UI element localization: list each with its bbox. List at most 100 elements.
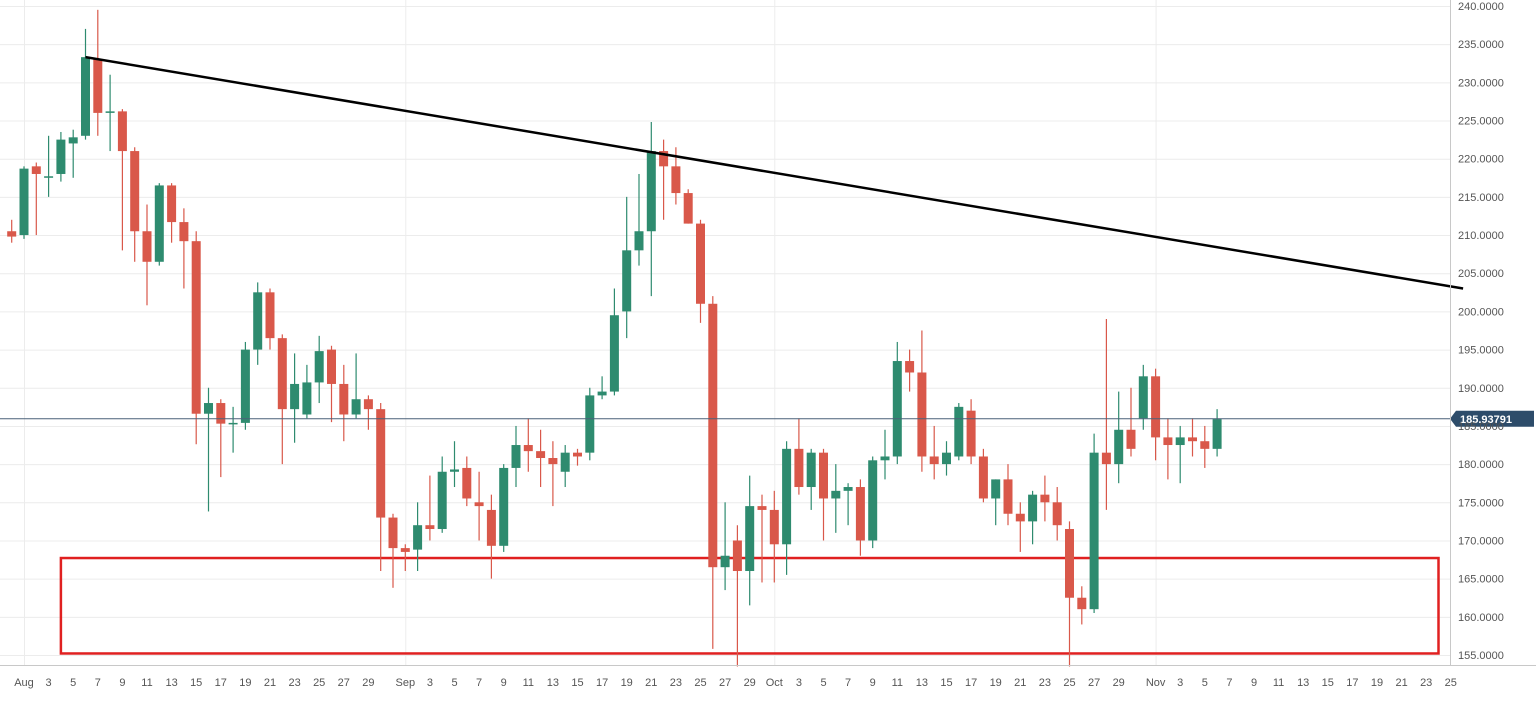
x-tick-label: 27 [719, 677, 731, 689]
candle-up [450, 441, 459, 488]
candle-body [622, 250, 632, 312]
candle-down [929, 425, 939, 480]
x-tick-label: Nov [1146, 677, 1166, 689]
candle-down [327, 345, 336, 423]
x-tick-label: Aug [14, 677, 34, 689]
x-tick-label: 7 [476, 677, 482, 689]
candle-body [1163, 437, 1173, 446]
candle-body [646, 151, 656, 232]
candle-body [1175, 437, 1185, 446]
candle-down [1188, 418, 1197, 457]
candle-down [93, 9, 103, 136]
y-tick-label: 210.0000 [1458, 230, 1504, 242]
candle-down [523, 418, 533, 472]
x-tick-label: 19 [239, 677, 251, 689]
candle-body [31, 166, 41, 174]
y-tick-label: 160.0000 [1458, 612, 1504, 624]
candle-down [917, 330, 927, 472]
candle-body [499, 467, 509, 546]
candle-body [1200, 441, 1210, 449]
candle-up [843, 483, 853, 526]
candle-body [548, 458, 558, 465]
candle-down [339, 364, 349, 442]
x-tick-label: 21 [1395, 677, 1407, 689]
candle-down [548, 441, 558, 507]
candle-up [1212, 409, 1222, 457]
candle-body [302, 382, 312, 415]
candle-down [819, 448, 828, 541]
candle-down [1065, 521, 1074, 667]
candle-body [277, 338, 287, 410]
candle-down [1077, 586, 1087, 625]
candle-down [1015, 502, 1025, 552]
candle-body [7, 231, 17, 237]
candle-body [154, 185, 164, 262]
candle-body [942, 452, 951, 465]
candle-body [388, 517, 398, 549]
candle-body [831, 490, 841, 499]
candle-down [400, 544, 410, 572]
last-price-badge-bg [1450, 410, 1534, 427]
candle-body [732, 540, 742, 572]
candle-down [216, 399, 226, 478]
candle-down [1151, 368, 1161, 461]
candle-body [413, 525, 423, 550]
candle-down [179, 208, 189, 289]
candle-down [536, 429, 546, 488]
candle-up [720, 502, 730, 591]
candle-down [117, 109, 127, 251]
x-tick-label: 19 [1371, 677, 1383, 689]
candle-body [93, 59, 103, 113]
candle-body [634, 231, 644, 251]
candle-body [560, 452, 570, 472]
candle-down [708, 296, 718, 649]
candle-body [44, 176, 54, 178]
x-tick-label: 25 [1445, 677, 1457, 689]
candle-body [142, 231, 152, 262]
candle-body [1015, 513, 1025, 522]
candle-body [671, 166, 681, 194]
x-tick-label: 11 [892, 677, 903, 689]
x-tick-label: 9 [501, 677, 507, 689]
candle-up [56, 131, 66, 182]
candle-up [782, 441, 792, 575]
candle-down [696, 219, 705, 323]
candle-up [560, 445, 570, 488]
candle-down [277, 334, 287, 465]
x-tick-label: 23 [670, 677, 682, 689]
candle-up [351, 353, 361, 419]
candle-down [486, 494, 496, 579]
y-tick-label: 165.0000 [1458, 574, 1504, 586]
candle-down [191, 231, 201, 445]
candles [7, 9, 1222, 667]
x-tick-label: 13 [1297, 677, 1309, 689]
candle-body [1188, 437, 1197, 442]
candle-body [806, 452, 816, 488]
candle-up [437, 456, 447, 533]
candle-body [130, 151, 140, 232]
x-tick-label: 11 [523, 677, 534, 689]
candle-down [978, 448, 988, 503]
candle-body [1151, 376, 1161, 438]
x-tick-label: 7 [1226, 677, 1232, 689]
candle-body [597, 391, 607, 396]
candle-down [388, 513, 398, 588]
candle-down [1101, 319, 1111, 510]
y-tick-label: 175.0000 [1458, 497, 1504, 509]
y-tick-label: 200.0000 [1458, 306, 1504, 318]
candle-up [154, 183, 164, 266]
x-tick-label: 17 [1346, 677, 1358, 689]
x-tick-label: 17 [215, 677, 227, 689]
candle-down [1052, 487, 1062, 541]
candle-up [646, 122, 656, 297]
x-tick-label: 7 [845, 677, 851, 689]
candle-down [7, 219, 17, 243]
candle-up [868, 456, 878, 549]
candle-up [204, 387, 213, 512]
candle-body [1028, 494, 1038, 522]
candle-body [68, 137, 78, 144]
candle-up [585, 387, 595, 461]
candle-body [216, 403, 226, 424]
candle-up [609, 288, 619, 396]
candle-up [240, 341, 250, 430]
